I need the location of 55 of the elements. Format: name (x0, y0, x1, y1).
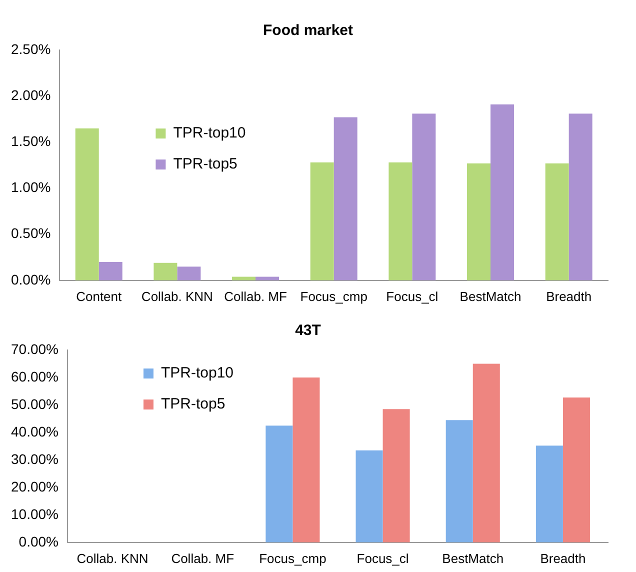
y-tick-label: 1.50% (10, 133, 51, 150)
y-tick-label: 60.00% (11, 368, 58, 384)
bar (382, 409, 410, 542)
x-tick-label: Collab. MF (224, 288, 287, 304)
x-tick-label: Collab. MF (171, 550, 234, 566)
legend-label: TPR-top5 (160, 396, 226, 413)
x-tick-label: Focus_cmp (259, 550, 326, 566)
y-tick-label: 10.00% (11, 506, 58, 522)
y-tick-label: 30.00% (11, 450, 58, 467)
bar (334, 117, 358, 280)
x-tick-label: Breadth (546, 288, 592, 304)
y-tick-label: 0.00% (10, 271, 51, 288)
bar (177, 266, 201, 280)
y-tick-label: 0.50% (10, 225, 51, 242)
x-tick-label: Content (76, 288, 122, 304)
x-tick-label: Focus_cl (386, 288, 438, 304)
x-tick-label: BestMatch (460, 288, 522, 304)
bar (98, 262, 122, 280)
bar (446, 420, 473, 542)
x-tick-label: BestMatch (442, 550, 504, 566)
bar (490, 104, 514, 280)
y-tick-label: 2.00% (10, 86, 51, 103)
bar (412, 114, 436, 280)
legend-label: TPR-top5 (173, 156, 238, 173)
bar (292, 377, 320, 542)
bar (232, 276, 256, 280)
bar (256, 276, 280, 280)
y-tick-label: 50.00% (11, 396, 58, 412)
x-tick-label: Focus_cl (356, 550, 409, 566)
y-tick-label: 1.00% (10, 179, 51, 196)
y-tick-label: 0.00% (18, 533, 58, 550)
x-tick-label: Focus_cmp (300, 288, 368, 304)
chart-title: 43T (295, 322, 321, 340)
bar (388, 162, 412, 280)
x-tick-label: Collab. KNN (76, 550, 148, 566)
bar (472, 364, 500, 542)
legend-label: TPR-top10 (173, 124, 246, 142)
legend-label: TPR-top10 (160, 364, 234, 382)
x-tick-label: Breadth (540, 550, 586, 566)
bar (310, 162, 334, 280)
bar (467, 163, 491, 280)
bar (75, 128, 99, 280)
bar (536, 446, 563, 542)
chart-title: Food market (262, 22, 354, 40)
bar (266, 426, 293, 542)
bar (562, 398, 590, 542)
bar (568, 114, 592, 280)
y-tick-label: 20.00% (11, 478, 58, 494)
y-tick-label: 70.00% (11, 340, 58, 357)
x-tick-label: Collab. KNN (141, 288, 213, 304)
bar (545, 163, 569, 280)
y-tick-label: 40.00% (11, 423, 58, 440)
y-tick-label: 2.50% (10, 40, 51, 57)
bar (154, 262, 178, 280)
bar (356, 450, 383, 542)
